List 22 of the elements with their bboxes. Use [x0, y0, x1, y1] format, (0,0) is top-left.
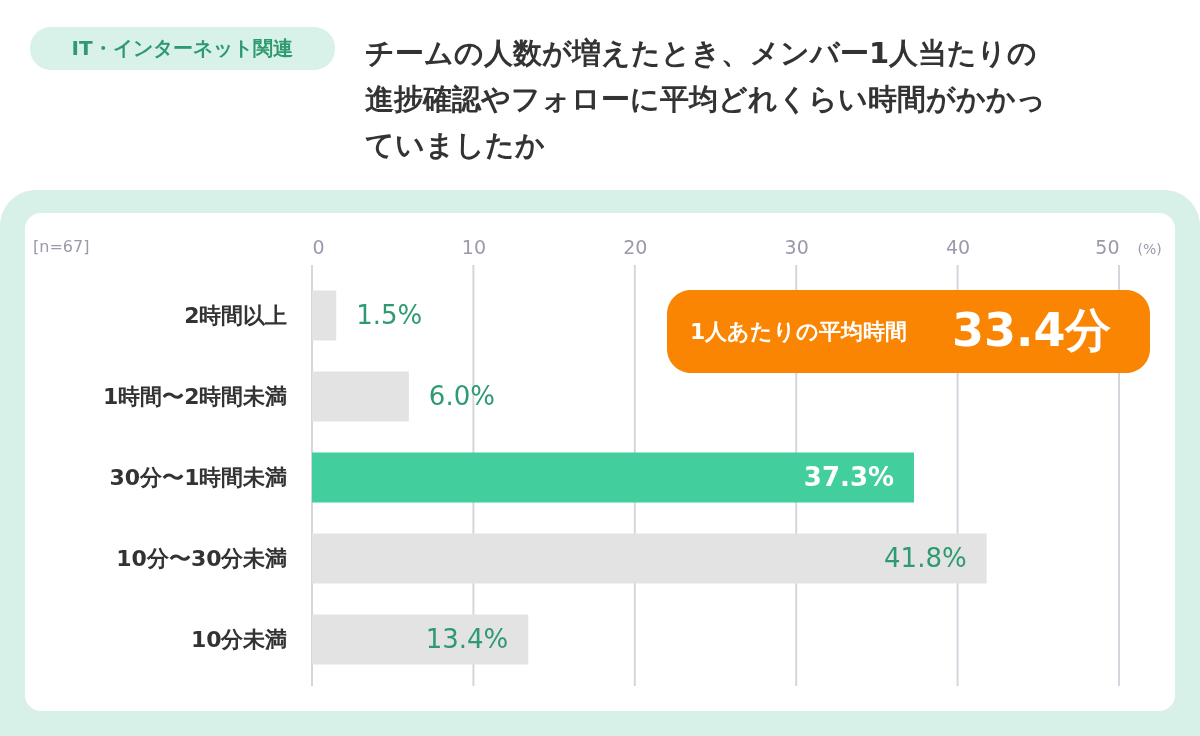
data-label: 37.3%	[803, 461, 895, 492]
x-tick-label: 20	[623, 235, 648, 258]
chart-title: チームの人数が増えたとき、メンバー1人当たりの進捗確認やフォローに平均どれくらい時間がかかっていましたか	[365, 36, 1046, 162]
data-label: 6.0%	[428, 380, 495, 411]
annotation: 1人あたりの平均時間	[690, 319, 908, 344]
annotation: 33.4分	[952, 303, 1112, 357]
data-label: 13.4%	[425, 623, 509, 654]
y-tick-label: 1時間〜2時間未満	[102, 383, 288, 409]
y-tick-label: 2時間以上	[184, 302, 288, 328]
chart-subtitle: IT・インターネット関連	[71, 36, 293, 60]
data-label: 1.5%	[356, 299, 423, 330]
y-tick-label: 10分未満	[190, 626, 288, 652]
data-label: 41.8%	[884, 542, 967, 573]
y-tick-label: 10分〜30分未満	[116, 545, 288, 571]
x-tick-label: 30	[784, 235, 809, 258]
y-tick-label: 30分〜1時間未満	[109, 464, 288, 490]
x-axis-title: (%)	[1137, 240, 1162, 257]
x-tick-label: 50	[1095, 235, 1120, 258]
x-tick-label: 0	[312, 235, 325, 258]
text: [n=67]	[33, 237, 90, 256]
x-tick-label: 10	[461, 235, 486, 258]
x-tick-label: 40	[946, 235, 971, 258]
